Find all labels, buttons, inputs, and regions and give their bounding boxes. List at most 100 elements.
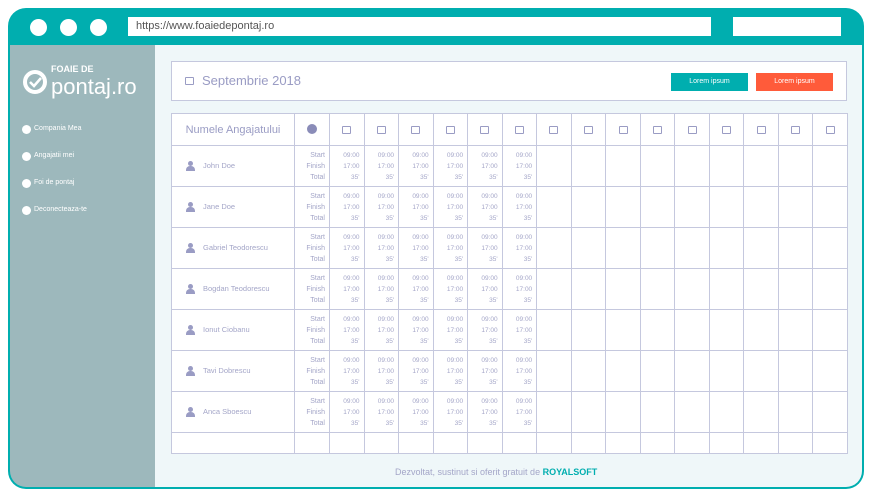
day-cell[interactable] [536, 391, 572, 433]
day-column-header[interactable] [605, 113, 641, 146]
day-cell[interactable] [743, 186, 779, 228]
day-cell[interactable]: 09:00 17:00 35' [467, 186, 503, 228]
day-cell[interactable]: 09:00 17:00 35' [432, 227, 469, 269]
day-column-header[interactable] [501, 113, 538, 146]
day-cell[interactable]: 09:00 17:00 35' [329, 268, 365, 310]
day-cell[interactable]: 09:00 17:00 35' [329, 227, 365, 269]
day-cell[interactable]: 09:00 17:00 35' [329, 391, 365, 433]
day-cell[interactable] [674, 145, 710, 187]
day-cell[interactable]: 09:00 17:00 35' [329, 145, 365, 187]
day-cell[interactable]: 09:00 17:00 35' [329, 350, 365, 392]
day-cell[interactable] [777, 391, 814, 433]
empty-cell[interactable] [777, 432, 814, 454]
day-column-header[interactable] [432, 113, 469, 146]
day-column-header[interactable] [674, 113, 710, 146]
empty-cell[interactable] [501, 432, 538, 454]
day-cell[interactable]: 09:00 17:00 35' [501, 309, 538, 351]
day-cell[interactable] [812, 186, 848, 228]
day-cell[interactable] [570, 268, 607, 310]
secondary-button[interactable]: Lorem ipsum [756, 73, 833, 91]
day-cell[interactable] [743, 309, 779, 351]
day-cell[interactable] [536, 350, 572, 392]
day-column-header[interactable] [467, 113, 503, 146]
day-cell[interactable] [674, 391, 710, 433]
day-cell[interactable]: 09:00 17:00 35' [329, 309, 365, 351]
day-cell[interactable]: 09:00 17:00 35' [467, 227, 503, 269]
footer-brand-link[interactable]: ROYALSOFT [542, 467, 598, 477]
day-cell[interactable] [674, 186, 710, 228]
day-cell[interactable] [639, 268, 676, 310]
empty-cell[interactable] [812, 432, 848, 454]
day-column-header[interactable] [777, 113, 814, 146]
day-column-header[interactable] [536, 113, 572, 146]
day-cell[interactable]: 09:00 17:00 35' [329, 186, 365, 228]
day-cell[interactable] [743, 350, 779, 392]
day-cell[interactable] [536, 227, 572, 269]
day-column-header[interactable] [812, 113, 848, 146]
day-cell[interactable] [639, 391, 676, 433]
day-cell[interactable]: 09:00 17:00 35' [467, 350, 503, 392]
day-cell[interactable] [570, 186, 607, 228]
day-cell[interactable] [812, 391, 848, 433]
day-cell[interactable] [639, 186, 676, 228]
day-column-header[interactable] [639, 113, 676, 146]
day-cell[interactable]: 09:00 17:00 35' [398, 268, 434, 310]
day-cell[interactable]: 09:00 17:00 35' [432, 391, 469, 433]
day-cell[interactable]: 09:00 17:00 35' [467, 145, 503, 187]
day-cell[interactable] [777, 268, 814, 310]
day-cell[interactable] [605, 391, 641, 433]
day-cell[interactable] [605, 350, 641, 392]
day-cell[interactable]: 09:00 17:00 35' [363, 145, 400, 187]
empty-cell[interactable] [432, 432, 469, 454]
window-dot-icon[interactable] [30, 19, 47, 36]
day-column-header[interactable] [363, 113, 400, 146]
day-cell[interactable]: 09:00 17:00 35' [501, 391, 538, 433]
logo[interactable]: FOAIE DE pontaj.ro [22, 64, 137, 99]
empty-cell[interactable] [708, 432, 745, 454]
day-cell[interactable]: 09:00 17:00 35' [432, 309, 469, 351]
empty-cell[interactable] [363, 432, 400, 454]
day-cell[interactable] [812, 309, 848, 351]
day-cell[interactable]: 09:00 17:00 35' [501, 186, 538, 228]
day-cell[interactable] [708, 391, 745, 433]
window-dot-icon[interactable] [90, 19, 107, 36]
empty-cell[interactable] [536, 432, 572, 454]
employee-name-cell[interactable]: Jane Doe [171, 186, 295, 228]
day-cell[interactable] [639, 145, 676, 187]
day-cell[interactable] [639, 350, 676, 392]
day-cell[interactable] [674, 227, 710, 269]
day-cell[interactable]: 09:00 17:00 35' [398, 391, 434, 433]
day-cell[interactable] [743, 227, 779, 269]
day-cell[interactable]: 09:00 17:00 35' [467, 391, 503, 433]
calendar-icon[interactable] [185, 77, 194, 85]
day-cell[interactable] [536, 145, 572, 187]
day-cell[interactable]: 09:00 17:00 35' [363, 391, 400, 433]
day-column-header[interactable] [329, 113, 365, 146]
employee-name-cell[interactable]: Gabriel Teodorescu [171, 227, 295, 269]
day-cell[interactable] [605, 227, 641, 269]
day-column-header[interactable] [570, 113, 607, 146]
day-cell[interactable]: 09:00 17:00 35' [432, 268, 469, 310]
day-cell[interactable] [570, 350, 607, 392]
sidebar-item-angajatii-mei[interactable]: Angajatii mei [22, 151, 74, 161]
day-cell[interactable] [708, 309, 745, 351]
day-cell[interactable] [812, 227, 848, 269]
day-cell[interactable]: 09:00 17:00 35' [501, 145, 538, 187]
day-cell[interactable] [536, 309, 572, 351]
day-cell[interactable] [708, 350, 745, 392]
employee-name-cell[interactable]: Anca Sboescu [171, 391, 295, 433]
day-cell[interactable] [743, 391, 779, 433]
day-cell[interactable] [777, 186, 814, 228]
day-cell[interactable] [777, 227, 814, 269]
sidebar-item-compania-mea[interactable]: Compania Mea [22, 124, 81, 134]
day-column-header[interactable] [398, 113, 434, 146]
day-cell[interactable]: 09:00 17:00 35' [363, 309, 400, 351]
day-cell[interactable] [605, 145, 641, 187]
day-cell[interactable] [708, 186, 745, 228]
empty-cell[interactable] [605, 432, 641, 454]
day-cell[interactable] [605, 309, 641, 351]
empty-cell[interactable] [570, 432, 607, 454]
day-cell[interactable]: 09:00 17:00 35' [501, 227, 538, 269]
employee-name-cell[interactable]: Ionut Ciobanu [171, 309, 295, 351]
day-cell[interactable]: 09:00 17:00 35' [501, 350, 538, 392]
